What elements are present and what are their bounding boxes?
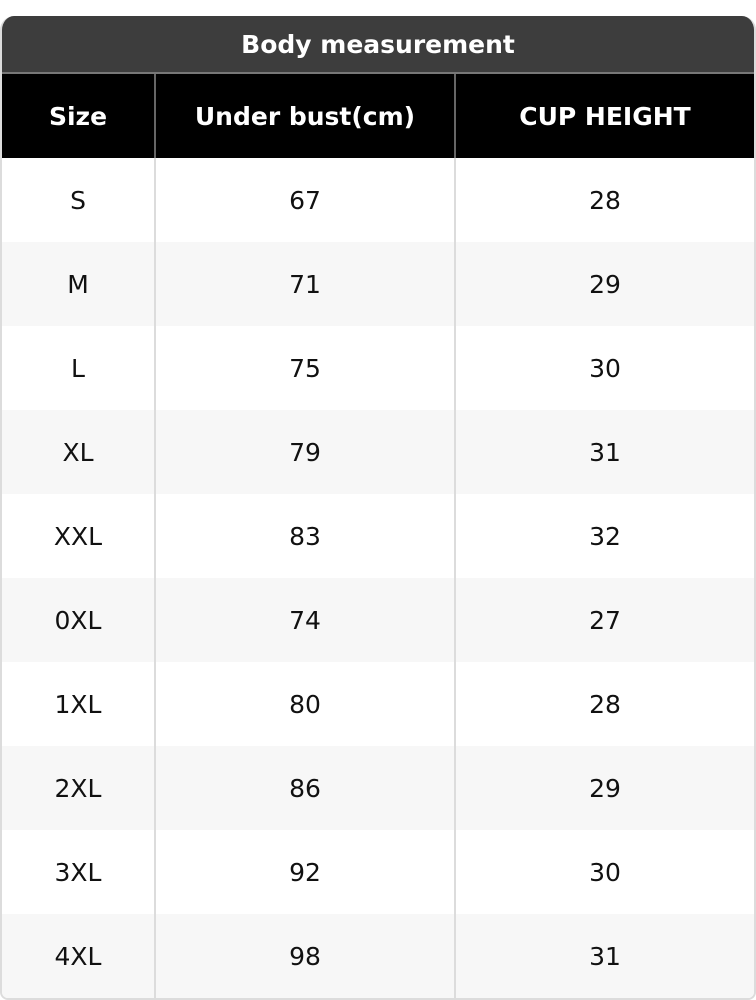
cell-cup-height: 27 [454, 578, 754, 662]
cell-under-bust: 80 [154, 662, 455, 746]
table-row: 4XL 98 31 [2, 914, 754, 998]
header-cup-height: CUP HEIGHT [454, 74, 754, 158]
cell-cup-height: 31 [454, 410, 754, 494]
cell-under-bust: 98 [154, 914, 455, 998]
cell-cup-height: 28 [454, 662, 754, 746]
cell-under-bust: 92 [154, 830, 455, 914]
cell-size: 0XL [2, 578, 155, 662]
header-under-bust: Under bust(cm) [154, 74, 455, 158]
cell-under-bust: 86 [154, 746, 455, 830]
cell-under-bust: 79 [154, 410, 455, 494]
table-row: XXL 83 32 [2, 494, 754, 578]
cell-cup-height: 29 [454, 242, 754, 326]
cell-size: 2XL [2, 746, 155, 830]
table-row: XL 79 31 [2, 410, 754, 494]
cell-cup-height: 29 [454, 746, 754, 830]
table-row: 2XL 86 29 [2, 746, 754, 830]
cell-size: S [70, 185, 86, 215]
cell-cup-height: 32 [454, 494, 754, 578]
cell-size: L [71, 353, 85, 383]
table-row: L 75 30 [2, 326, 754, 410]
size-chart: Body measurement Size Under bust(cm) CUP… [0, 16, 756, 1000]
table-row: 1XL 80 28 [2, 662, 754, 746]
cell-size: 3XL [54, 857, 102, 887]
cell-cup-height: 30 [454, 326, 754, 410]
table-title: Body measurement [2, 16, 754, 74]
measurement-table: Size Under bust(cm) CUP HEIGHT S 67 28 M 71 2… [2, 74, 754, 998]
cell-under-bust: 67 [154, 158, 455, 242]
cell-size: 1XL [54, 689, 102, 719]
header-row: Size Under bust(cm) CUP HEIGHT [2, 74, 754, 158]
cell-cup-height: 31 [454, 914, 754, 998]
cell-under-bust: 83 [154, 494, 455, 578]
table-row: 0XL 74 27 [2, 578, 754, 662]
table-row: S 67 28 [2, 158, 754, 242]
cell-size: M [2, 242, 155, 326]
table-row: M 71 29 [2, 242, 754, 326]
cell-under-bust: 75 [154, 326, 455, 410]
cell-cup-height: 30 [454, 830, 754, 914]
cell-under-bust: 74 [154, 578, 455, 662]
header-size: Size [2, 74, 155, 158]
table-row: 3XL 92 30 [2, 830, 754, 914]
cell-size: XXL [53, 521, 103, 551]
cell-size: 4XL [2, 914, 155, 998]
cell-size: XL [2, 410, 155, 494]
cell-under-bust: 71 [154, 242, 455, 326]
cell-cup-height: 28 [454, 158, 754, 242]
